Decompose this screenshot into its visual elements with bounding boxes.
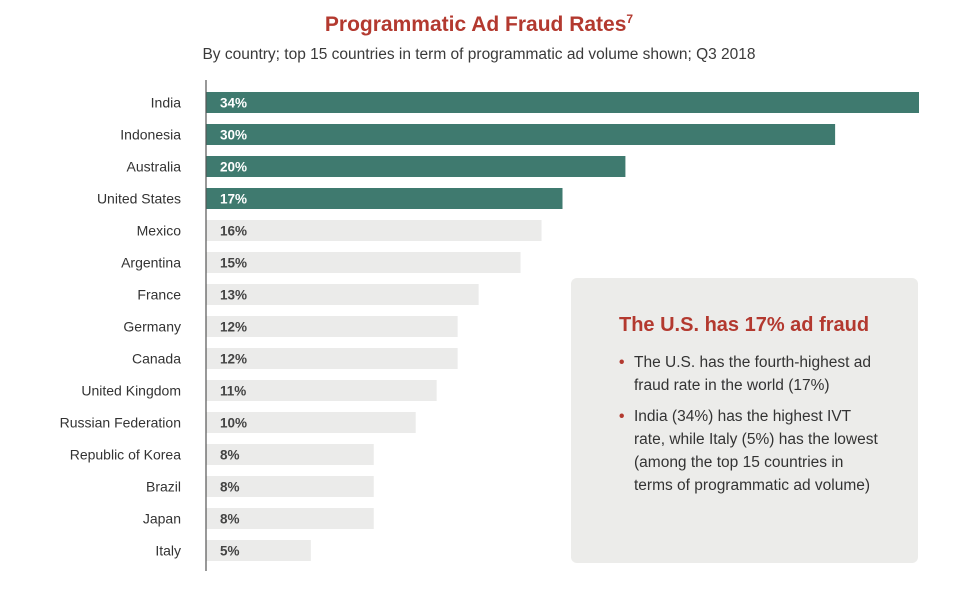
value-label: 15%	[220, 256, 247, 271]
bar-france	[206, 284, 479, 305]
title-footnote: 7	[626, 12, 634, 26]
category-label: Brazil	[146, 479, 181, 495]
callout-bullet: • India (34%) has the highest IVT rate, …	[619, 405, 884, 497]
category-label: India	[151, 95, 182, 111]
category-label: United States	[97, 191, 181, 207]
bar-russian-federation	[206, 412, 416, 433]
category-label: Germany	[123, 319, 181, 335]
chart-title-text: Programmatic Ad Fraud Rates	[324, 13, 627, 36]
category-label: France	[137, 287, 181, 303]
callout-bullet: • The U.S. has the fourth-highest ad fra…	[619, 351, 884, 397]
category-label: Australia	[127, 159, 182, 175]
bar-united-states	[206, 188, 563, 209]
bar-canada	[206, 348, 458, 369]
callout-list: • The U.S. has the fourth-highest ad fra…	[619, 351, 884, 497]
bar-mexico	[206, 220, 542, 241]
bullet-icon: •	[619, 354, 625, 371]
callout-title: The U.S. has 17% ad fraud	[619, 314, 870, 336]
category-label: Argentina	[121, 255, 181, 271]
bars-group: India 34% Indonesia 30% Australia 20% United S…	[60, 92, 919, 561]
category-label: Italy	[155, 543, 181, 559]
value-label: 12%	[220, 320, 247, 335]
value-label: 11%	[220, 384, 246, 399]
value-label: 10%	[220, 416, 247, 431]
category-label: Japan	[143, 511, 181, 527]
category-label: Republic of Korea	[70, 447, 182, 463]
value-label: 20%	[220, 160, 247, 175]
bullet-icon: •	[619, 408, 625, 425]
value-label: 8%	[220, 512, 240, 527]
category-label: United Kingdom	[81, 383, 181, 399]
value-label: 12%	[220, 352, 247, 367]
value-label: 13%	[220, 288, 247, 303]
bar-japan	[206, 508, 374, 529]
callout-bullet-text: The U.S. has the fourth-highest ad fraud…	[634, 354, 871, 394]
value-label: 8%	[220, 448, 240, 463]
category-label: Russian Federation	[60, 415, 181, 431]
chart-title: Programmatic Ad Fraud Rates7	[0, 12, 958, 37]
category-label: Indonesia	[120, 127, 181, 143]
value-label: 5%	[220, 544, 240, 559]
value-label: 34%	[220, 96, 247, 111]
value-label: 16%	[220, 224, 247, 239]
value-label: 17%	[220, 192, 247, 207]
bar-republic-of-korea	[206, 444, 374, 465]
bar-india	[206, 92, 919, 113]
callout-box: The U.S. has 17% ad fraud • The U.S. has…	[571, 278, 918, 563]
category-label: Canada	[132, 351, 181, 367]
chart-subtitle: By country; top 15 countries in term of …	[202, 46, 756, 63]
value-label: 30%	[220, 128, 247, 143]
bar-brazil	[206, 476, 374, 497]
bar-italy	[206, 540, 311, 561]
callout-bullet-text: India (34%) has the highest IVT rate, wh…	[634, 408, 878, 494]
bar-indonesia	[206, 124, 836, 145]
bar-argentina	[206, 252, 521, 273]
bar-australia	[206, 156, 626, 177]
bar-united-kingdom	[206, 380, 437, 401]
value-label: 8%	[220, 480, 240, 495]
category-label: Mexico	[137, 223, 182, 239]
bar-germany	[206, 316, 458, 337]
